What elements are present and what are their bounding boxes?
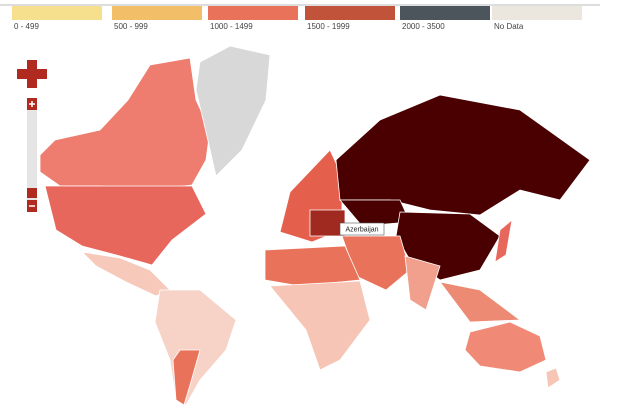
legend-swatch [492, 6, 582, 20]
world-map [39, 45, 591, 406]
region [264, 245, 361, 287]
tooltip-box [339, 222, 385, 236]
region [172, 349, 201, 406]
region [44, 185, 207, 266]
region [195, 45, 271, 177]
tooltip-text: Azerbaijan [345, 226, 378, 233]
region [545, 367, 561, 389]
legend-label: No Data [494, 22, 524, 31]
plus-icon [29, 101, 35, 107]
pan-right[interactable] [37, 69, 47, 79]
zoom-track[interactable] [27, 98, 37, 212]
region [335, 94, 591, 216]
zoom-controls [17, 60, 47, 212]
legend-label: 500 - 999 [114, 22, 148, 31]
legend-swatch [12, 6, 102, 20]
legend-label: 2000 - 3500 [402, 22, 445, 31]
legend-swatch [305, 6, 395, 20]
region [404, 255, 441, 311]
legend-label: 1500 - 1999 [307, 22, 350, 31]
zoom-handle[interactable] [27, 188, 37, 198]
pan-up[interactable] [27, 60, 37, 70]
legend-swatch [400, 6, 490, 20]
legend-swatch [208, 6, 298, 20]
pan-left[interactable] [17, 69, 27, 79]
tooltip: Azerbaijan [339, 222, 385, 236]
region [154, 289, 237, 406]
legend: 0 - 499 500 - 999 1000 - 1499 1500 - 1999 20… [12, 6, 582, 31]
region [269, 280, 371, 371]
region [464, 321, 547, 373]
legend-label: 1000 - 1499 [210, 22, 253, 31]
legend-label: 0 - 499 [14, 22, 39, 31]
region [39, 57, 211, 191]
region [494, 218, 513, 263]
region [439, 281, 522, 323]
pan-down[interactable] [27, 78, 37, 88]
pan-home[interactable] [27, 69, 37, 79]
legend-swatch [112, 6, 202, 20]
